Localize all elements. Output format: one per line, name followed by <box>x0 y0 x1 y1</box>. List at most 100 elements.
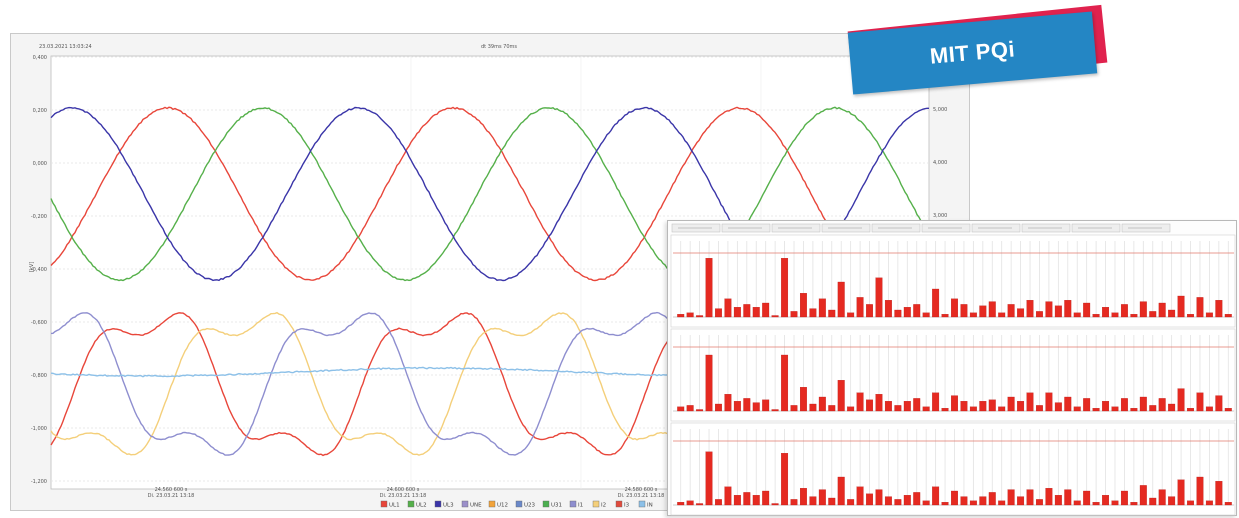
legend-item[interactable]: U23 <box>515 500 536 509</box>
harmonic-bar <box>752 402 760 412</box>
harmonic-bar <box>1168 309 1176 318</box>
harmonic-bar <box>1054 305 1062 318</box>
x-tick-date: Di. 23.03.21 13:18 <box>618 493 665 499</box>
harmonic-bar <box>771 315 779 318</box>
legend-swatch <box>434 500 442 508</box>
harmonic-bar <box>941 502 949 506</box>
legend-item[interactable]: UL2 <box>407 500 427 509</box>
harmonic-bar <box>752 307 760 318</box>
legend-item[interactable]: IN <box>638 500 653 509</box>
left-tick-label: 0,400 <box>33 55 47 61</box>
waveform-timestamp: 23.03.2021 13:03:24 <box>39 44 92 50</box>
harmonic-bar <box>677 502 685 506</box>
harmonic-bar <box>1111 406 1119 412</box>
harmonics-panels <box>670 234 1236 516</box>
harmonic-bar <box>1224 314 1232 318</box>
harmonic-bar <box>705 451 713 506</box>
legend-item[interactable]: UL3 <box>434 500 454 509</box>
harmonic-bar <box>828 405 836 412</box>
harmonic-bar <box>1073 500 1081 506</box>
harmonic-bar <box>705 258 713 318</box>
harmonic-bar <box>979 305 987 318</box>
harmonic-bar <box>818 396 826 412</box>
harmonic-bar <box>1139 485 1147 506</box>
harmonic-bar <box>790 405 798 412</box>
harmonic-bar <box>771 503 779 506</box>
harmonic-bar <box>799 387 807 412</box>
harmonic-bar <box>1017 401 1025 412</box>
harmonic-bar <box>686 405 694 412</box>
y-axis-unit: [kV] <box>29 262 35 272</box>
harmonics-tabs[interactable] <box>671 223 1171 233</box>
left-tick-label: 0,000 <box>33 161 47 167</box>
harmonic-bar <box>1120 304 1128 318</box>
harmonic-bar <box>1158 302 1166 318</box>
mit-pqi-badge: MIT PQi <box>830 0 1130 110</box>
harmonic-bar <box>866 304 873 318</box>
legend-swatch <box>488 500 496 508</box>
harmonic-bar <box>1187 500 1194 506</box>
harmonic-bar <box>1073 312 1081 318</box>
harmonic-bar <box>1205 500 1213 506</box>
legend-swatch <box>380 500 388 508</box>
harmonic-bar <box>799 293 807 318</box>
harmonic-bar <box>922 500 930 506</box>
legend-label: I3 <box>624 503 630 509</box>
harmonic-bar <box>1073 406 1081 412</box>
harmonic-bar <box>988 492 996 506</box>
trace-ul2 <box>50 106 930 282</box>
harmonic-bar <box>1149 311 1157 318</box>
legend-item[interactable]: I3 <box>615 500 630 509</box>
harmonic-bar <box>1017 496 1025 506</box>
harmonic-bar <box>696 315 704 318</box>
harmonic-bar <box>1007 396 1015 412</box>
legend-item[interactable]: UL1 <box>380 500 400 509</box>
legend-item[interactable]: U31 <box>542 500 562 509</box>
harmonic-bar <box>743 304 751 318</box>
harmonic-bar <box>1045 488 1053 506</box>
harmonic-bar <box>818 298 826 318</box>
harmonic-bar <box>847 406 855 412</box>
legend-item[interactable]: U12 <box>488 500 508 509</box>
harmonic-bar <box>1092 314 1100 318</box>
harmonic-bar <box>677 314 685 318</box>
harmonic-bar <box>1102 401 1110 412</box>
harmonic-bar <box>922 312 930 318</box>
left-tick-label: -0,800 <box>31 373 47 379</box>
harmonic-bar <box>696 503 704 506</box>
harmonic-bar <box>1064 300 1072 318</box>
harmonic-bar <box>715 308 722 318</box>
harmonic-bar <box>762 302 770 318</box>
harmonic-bar <box>1036 405 1043 412</box>
harmonic-bar <box>1064 396 1072 412</box>
legend-swatch <box>638 500 646 508</box>
harmonic-bar <box>1083 398 1091 412</box>
right-tick-label: 4,000 <box>933 160 947 166</box>
legend-item[interactable]: I2 <box>592 500 606 509</box>
harmonic-bar <box>847 499 855 506</box>
left-tick-label: -0,200 <box>31 214 47 220</box>
legend-item[interactable]: UNE <box>461 500 482 509</box>
right-tick-label: 5,000 <box>933 107 947 113</box>
harmonic-bar <box>951 490 958 506</box>
harmonic-bar <box>988 399 996 412</box>
harmonic-bar <box>969 312 977 318</box>
harmonic-bar <box>913 398 921 412</box>
harmonic-bar <box>677 406 685 412</box>
harmonic-bar <box>1130 408 1138 412</box>
harmonic-bar <box>733 495 741 506</box>
legend-label: U31 <box>551 503 562 509</box>
legend-item[interactable]: I1 <box>569 500 583 509</box>
harmonic-bar <box>1158 489 1166 506</box>
harmonic-bar <box>969 406 977 412</box>
legend-swatch <box>461 500 469 508</box>
harmonic-bar <box>724 394 732 412</box>
harmonic-bar <box>1130 502 1138 506</box>
harmonic-bar <box>1177 295 1185 318</box>
legend-swatch <box>515 500 523 508</box>
harmonic-bar <box>903 401 911 412</box>
left-tick-label: -0,400 <box>31 267 47 273</box>
harmonic-bar <box>1017 308 1025 318</box>
harmonic-bar <box>733 307 741 318</box>
